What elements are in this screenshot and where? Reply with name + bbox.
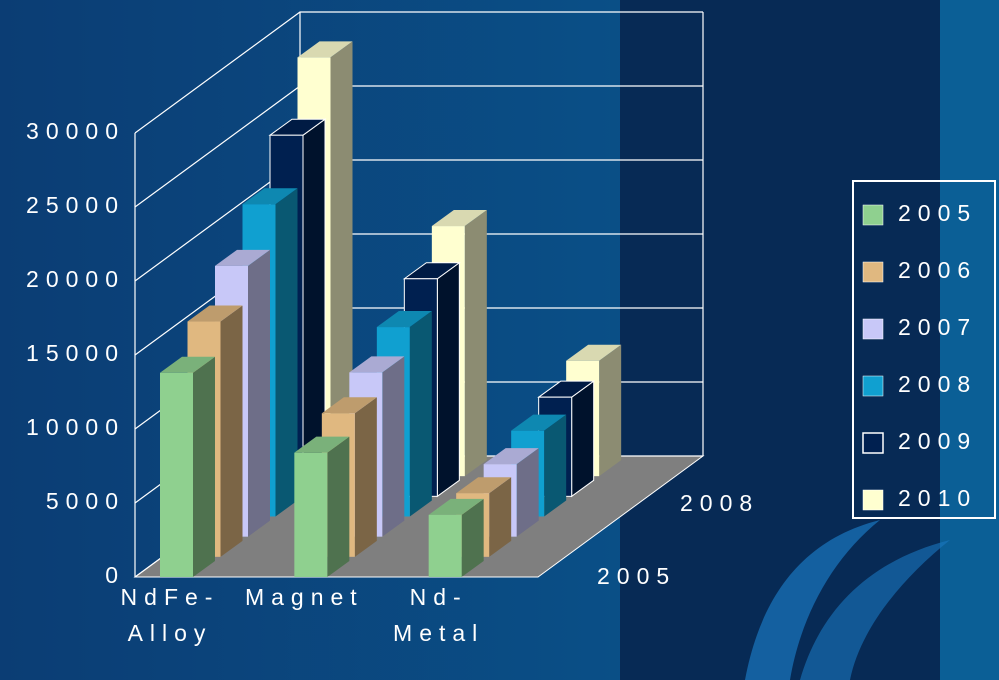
legend-label: 2005 (898, 200, 977, 226)
bar (428, 514, 462, 577)
y-tick-label: 0 (105, 562, 125, 588)
bar-side (193, 356, 215, 577)
bar-top (376, 311, 432, 328)
bar-top (431, 210, 487, 227)
decor (745, 520, 880, 680)
bar-top (187, 305, 243, 322)
bar-side (516, 448, 539, 537)
bar-top (160, 356, 215, 373)
y-tick-label: 15000 (26, 340, 125, 366)
legend-label: 2006 (898, 257, 977, 283)
bar-side (464, 210, 487, 477)
bar-side (382, 356, 405, 537)
x-tick-label: Nd-Metal (393, 584, 485, 646)
legend-swatch (862, 432, 884, 454)
y-tick-label: 5000 (46, 488, 125, 514)
bar (160, 372, 193, 577)
side-strip (940, 0, 999, 680)
x-tick-label: NdFe-Alloy (120, 584, 220, 646)
bar-side (544, 414, 567, 517)
bar-top (483, 448, 539, 465)
bar-top (321, 397, 377, 414)
legend-swatch (862, 489, 884, 511)
legend-label: 2007 (898, 314, 977, 340)
legend-label: 2008 (898, 371, 977, 397)
bar-side (327, 436, 350, 577)
bar-side (409, 311, 432, 517)
y-tick-label: 20000 (26, 266, 125, 292)
y-tick-label: 30000 (26, 118, 125, 144)
bar-top (511, 414, 567, 431)
y-tick-label: 10000 (26, 414, 125, 440)
y-tick-label: 25000 (26, 192, 125, 218)
legend-swatch (862, 204, 884, 226)
bar-side (248, 249, 270, 537)
bar-side (489, 477, 512, 557)
bar-side (330, 41, 353, 477)
bar-side (220, 305, 243, 557)
bar-top (456, 477, 512, 494)
bar-side (461, 498, 484, 577)
bar-side (599, 344, 622, 477)
bar-top (242, 188, 298, 205)
legend-label: 2010 (898, 485, 977, 511)
bar-side (354, 397, 377, 557)
bar (294, 452, 328, 577)
decor (800, 540, 950, 680)
bar-top (294, 436, 350, 453)
legend-swatch (862, 318, 884, 340)
legend-swatch (862, 375, 884, 397)
legend-swatch (862, 261, 884, 283)
bar-top (297, 41, 353, 58)
bar-side (571, 380, 595, 498)
bar-top (215, 249, 270, 266)
grid-line (134, 11, 703, 134)
legend-box (852, 180, 996, 519)
bar-top (349, 356, 405, 373)
bar-top (566, 344, 622, 361)
depth-label: 2008 (680, 490, 759, 516)
bar-side (275, 188, 298, 517)
legend-label: 2009 (898, 428, 977, 454)
bar-side (436, 261, 460, 498)
depth-label: 2005 (597, 563, 676, 589)
bar-top (428, 498, 484, 515)
x-tick-label: Magnet (244, 584, 364, 610)
